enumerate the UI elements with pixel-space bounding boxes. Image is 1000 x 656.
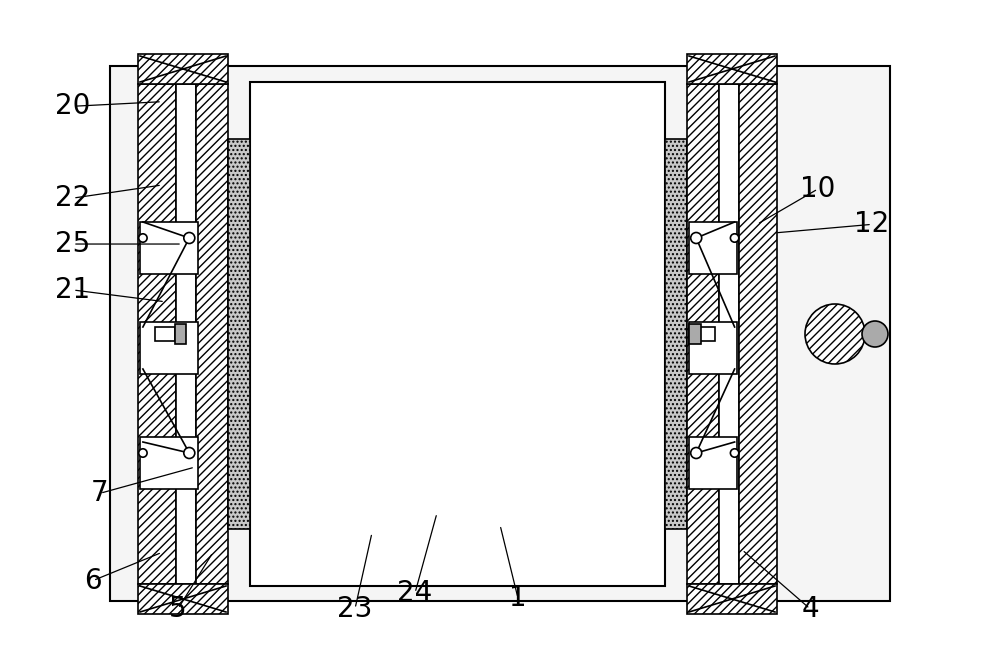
Circle shape: [139, 234, 147, 242]
Circle shape: [139, 449, 147, 457]
Bar: [739, 84, 777, 584]
Bar: [689, 324, 701, 344]
Bar: [110, 66, 890, 601]
Bar: [140, 322, 198, 374]
Circle shape: [184, 232, 195, 243]
Bar: [138, 54, 228, 84]
Text: 4: 4: [801, 595, 819, 623]
Bar: [250, 82, 665, 586]
Text: 25: 25: [55, 230, 91, 258]
Text: 7: 7: [91, 480, 109, 507]
Text: 20: 20: [55, 92, 91, 120]
Text: 23: 23: [337, 595, 373, 623]
Text: 5: 5: [169, 595, 187, 623]
Bar: [140, 437, 198, 489]
Bar: [138, 84, 176, 584]
Circle shape: [730, 234, 739, 242]
Text: 6: 6: [84, 567, 102, 594]
Circle shape: [691, 447, 702, 459]
Circle shape: [862, 321, 888, 347]
Bar: [687, 54, 777, 84]
Text: 24: 24: [397, 579, 433, 607]
Bar: [689, 222, 737, 274]
Bar: [154, 327, 175, 341]
Circle shape: [691, 232, 702, 243]
Text: 21: 21: [55, 276, 91, 304]
Bar: [140, 222, 198, 274]
Bar: [689, 322, 737, 374]
Text: 1: 1: [509, 584, 527, 612]
Bar: [719, 84, 739, 584]
Circle shape: [184, 447, 195, 459]
Bar: [196, 84, 228, 584]
Bar: [138, 584, 228, 614]
Bar: [687, 84, 719, 584]
Bar: [699, 327, 715, 341]
Text: 12: 12: [854, 211, 890, 238]
Bar: [665, 139, 687, 529]
Text: 22: 22: [55, 184, 91, 212]
Bar: [689, 437, 737, 489]
Bar: [228, 139, 250, 529]
Bar: [175, 324, 186, 344]
Bar: [687, 584, 777, 614]
Circle shape: [730, 449, 739, 457]
Bar: [176, 84, 196, 584]
Text: 10: 10: [800, 175, 836, 203]
Circle shape: [805, 304, 865, 364]
